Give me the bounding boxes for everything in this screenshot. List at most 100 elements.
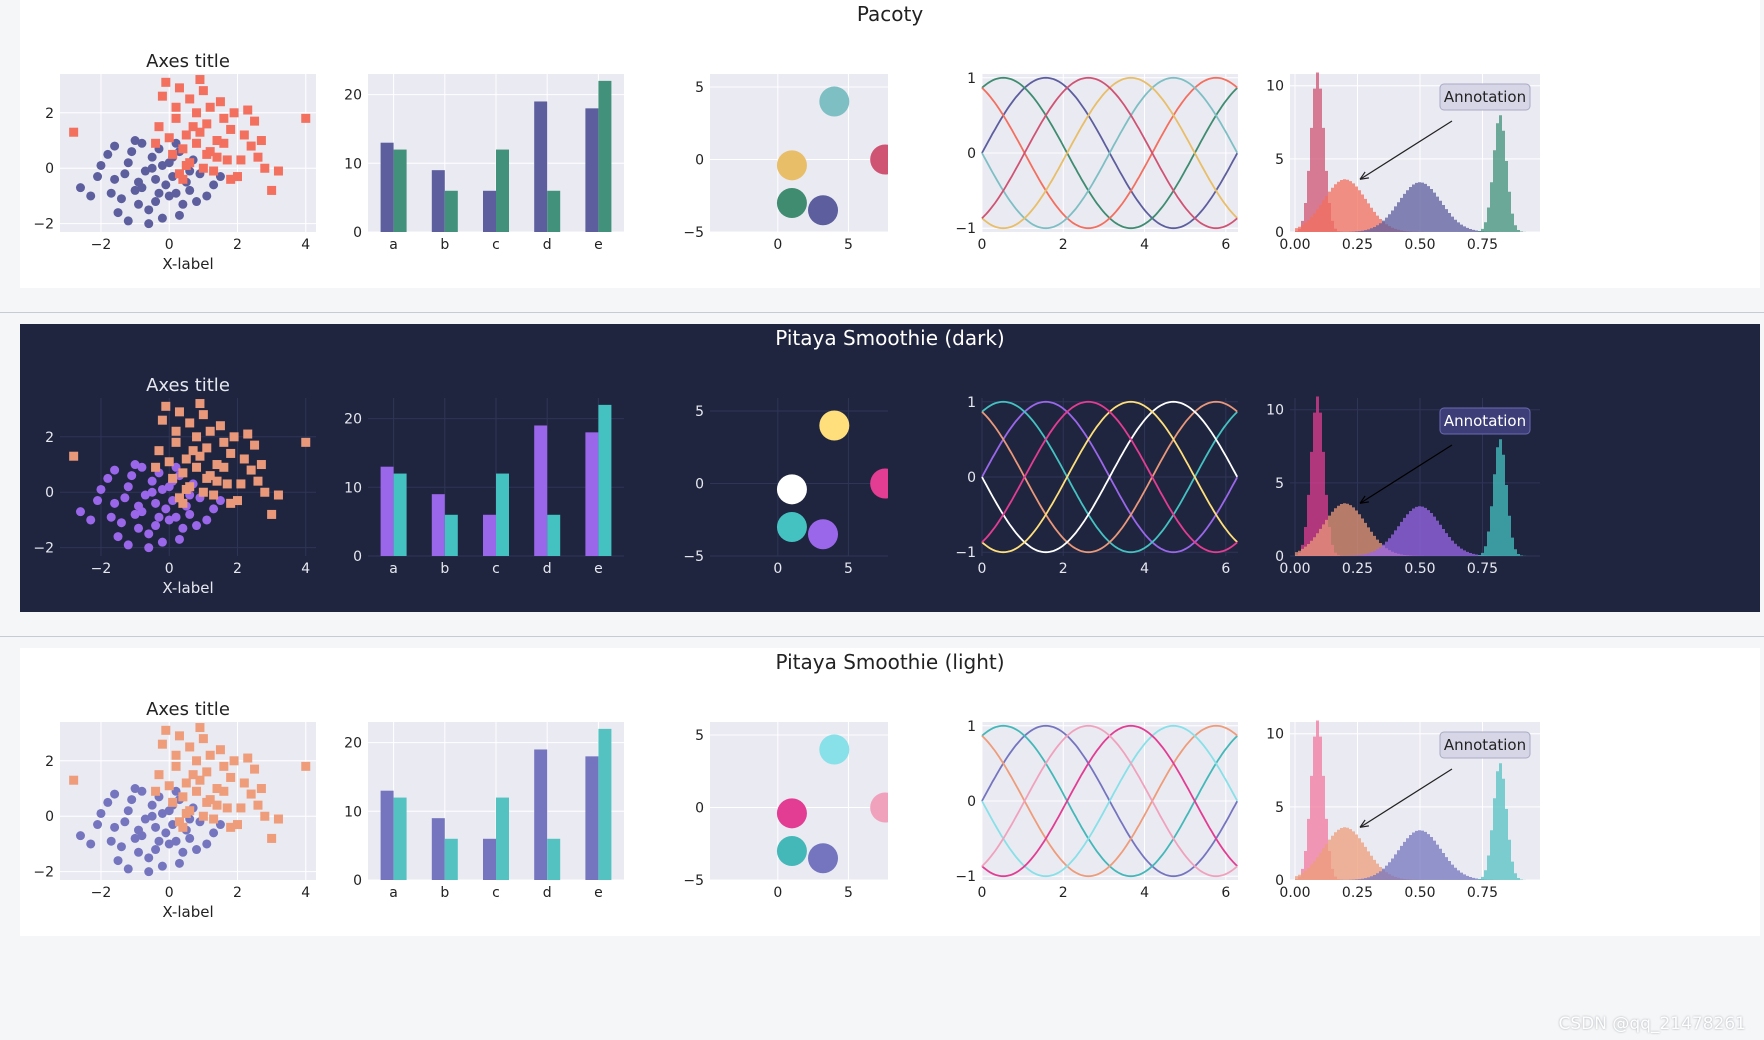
axes-title: Axes title [146,699,230,720]
scatter-circle-point [137,507,147,517]
annotation-arrow-line [1359,444,1453,504]
histogram-area [1295,439,1535,556]
x-tick-label: 0.00 [1279,561,1310,577]
scatter-square-point [229,108,239,118]
scatter-square-point [192,138,202,148]
scatter-square-point [301,437,311,447]
y-tick-label: 0 [45,161,54,177]
scatter-circle-point [157,160,167,170]
scatter-square-point [192,108,202,118]
y-tick-label: 0 [353,549,362,565]
x-tick-label: 4 [301,885,310,901]
y-tick-label: 5 [695,404,704,420]
scatter-circle-point [192,521,202,531]
y-tick-label: 10 [344,156,362,172]
x-tick-label: b [440,561,449,577]
scatter-square-point [195,451,205,461]
scatter-square-point [185,418,195,428]
scatter-circle-point [134,847,144,857]
bar [393,797,407,880]
scatter-circle-point [113,856,123,866]
scatter-circle-point [151,521,161,531]
scatter-square-point [215,97,225,107]
y-tick-label: 5 [695,80,704,96]
panel-title: Pacoty [856,2,924,26]
circle-marker [776,474,807,505]
y-tick-label: 20 [344,88,362,104]
y-tick-label: 5 [1275,800,1284,816]
bar [431,170,445,232]
x-tick-label: 0 [773,561,782,577]
scatter-square-point [273,166,283,176]
scatter-circle-point [144,219,154,229]
scatter-square-point [250,116,260,126]
x-tick-label: 0.50 [1404,561,1435,577]
scatter-square-point [151,462,161,472]
scatter-square-point [226,772,236,782]
scatter-circle-point [209,180,219,190]
scatter-square-point [157,91,167,101]
scatter-square-point [161,725,171,735]
x-tick-label: 4 [1140,561,1149,577]
y-tick-label: −2 [33,217,54,233]
x-tick-label: 0 [978,885,987,901]
x-tick-label: 4 [1140,237,1149,253]
y-tick-label: 0 [695,153,704,169]
scatter-circle-point [164,482,174,492]
scatter-square-point [198,487,208,497]
scatter-circle-point [174,858,184,868]
bar [585,756,599,880]
bar [483,190,496,232]
scatter-square-point [219,138,229,148]
x-tick-label: d [543,237,552,253]
scatter-square-point [260,163,270,173]
scatter-square-point [232,496,242,506]
y-tick-label: 2 [45,430,54,446]
x-tick-label: c [492,561,500,577]
scatter-circle-point [123,482,133,492]
scatter-square-point [174,731,184,741]
scatter-square-point [236,803,246,813]
scatter-circle-point [110,465,120,475]
scatter-square-point [250,440,260,450]
scatter-circle-point [144,867,154,877]
scatter-square-point [198,734,208,744]
x-tick-label: 0.75 [1467,561,1498,577]
scatter-square-point [246,465,256,475]
scatter-square-point [151,786,161,796]
scatter-square-point [250,764,260,774]
scatter-square-point [267,833,277,843]
bar [431,494,445,556]
scatter-circle-point [147,811,157,821]
scatter-circle-point [106,188,116,198]
scatter-square-point [168,797,178,807]
scatter-square-point [236,155,246,165]
scatter-square-point [239,130,249,140]
scatter-square-point [171,750,181,760]
scatter-square-point [185,94,195,104]
scatter-circle-point [164,515,174,525]
scatter-square-point [219,462,229,472]
scatter-circle-point [168,820,178,830]
scatter-square-point [151,138,161,148]
x-axis-label: X-label [162,903,213,921]
scatter-square-point [195,75,205,85]
scatter-circle-point [147,152,157,162]
circle-marker [776,512,807,543]
y-tick-label: 10 [1266,79,1284,95]
histogram-area [1295,506,1535,556]
scatter-square-point [188,122,198,132]
x-tick-label: 0 [165,237,174,253]
scatter-square-point [164,133,174,143]
scatter-square-point [256,460,266,470]
scatter-circle-point [168,172,178,182]
scatter-square-point [243,429,253,439]
scatter-square-point [174,817,184,827]
panel-pitaya-light: Pitaya Smoothie (light) −2 0 2 4 −2 0 2 Axes ti… [20,648,1760,936]
x-tick-label: 0 [165,885,174,901]
scatter-square-point [205,750,215,760]
scatter-circle-point [137,462,147,472]
bar [585,432,599,556]
